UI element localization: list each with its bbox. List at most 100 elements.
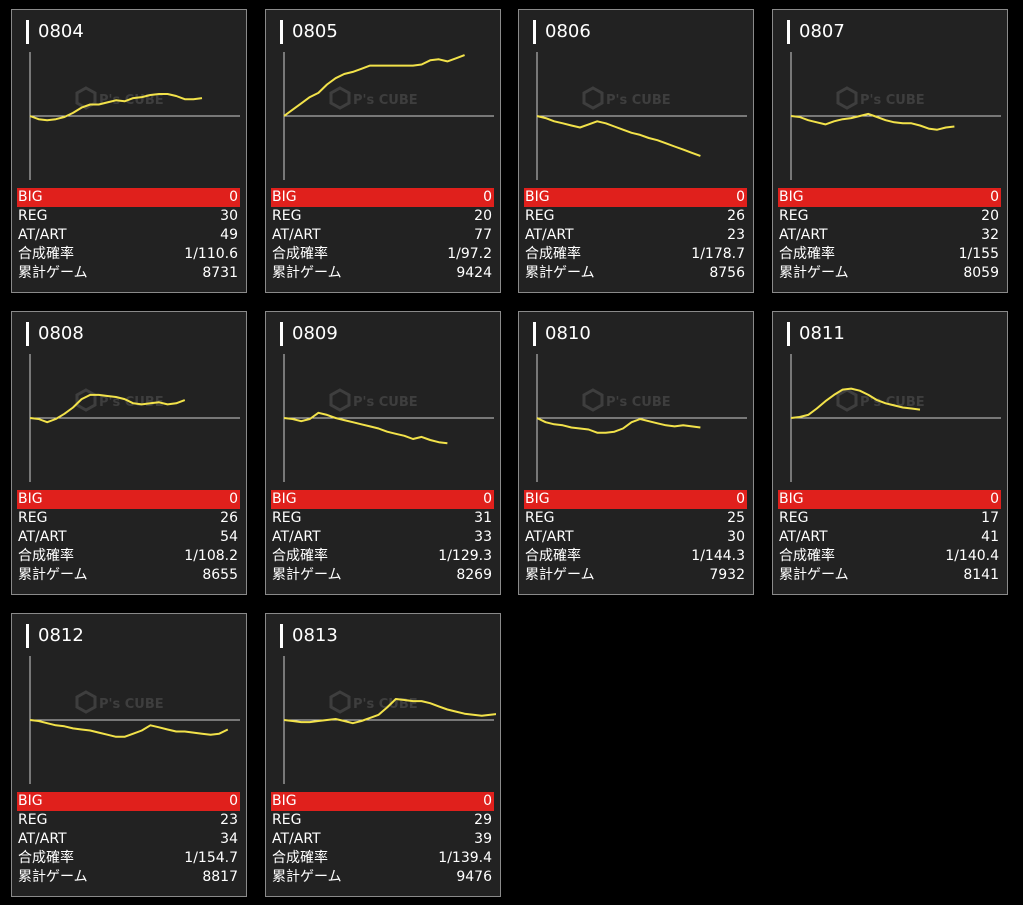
reg-value: 17: [981, 510, 999, 526]
stats-table: BIG 0 REG 20 AT/ART 32 合成確率 1/155 累計ゲーム 8059: [778, 188, 1001, 283]
prob-value: 1/110.6: [184, 246, 238, 262]
slump-line: [283, 411, 448, 445]
atart-row: AT/ART 23: [524, 226, 747, 245]
atart-row: AT/ART 54: [17, 528, 240, 547]
cube-icon: [329, 86, 351, 110]
machine-number: 0811: [787, 322, 845, 346]
big-label: BIG: [272, 491, 297, 507]
atart-row: AT/ART 32: [778, 226, 1001, 245]
machine-card-0810[interactable]: 0810 P's CUBE BIG 0 REG 25 AT/ART 30 合成確率 1/144.3…: [518, 311, 754, 595]
big-row: BIG 0: [271, 792, 494, 811]
big-row: BIG 0: [271, 490, 494, 509]
watermark-logo: P's CUBE: [75, 690, 164, 714]
total-games-row: 累計ゲーム 8141: [778, 566, 1001, 585]
prob-value: 1/129.3: [438, 548, 492, 564]
total-games-row: 累計ゲーム 9424: [271, 264, 494, 283]
cube-icon: [582, 388, 604, 412]
atart-row: AT/ART 49: [17, 226, 240, 245]
big-row: BIG 0: [524, 188, 747, 207]
probability-row: 合成確率 1/108.2: [17, 547, 240, 566]
games-label: 累計ゲーム: [18, 869, 88, 885]
prob-value: 1/108.2: [184, 548, 238, 564]
games-value: 8141: [963, 567, 999, 583]
watermark-brand: P's CUBE: [353, 93, 418, 108]
games-value: 8756: [709, 265, 745, 281]
cube-icon: [75, 690, 97, 714]
reg-label: REG: [779, 510, 809, 526]
big-value: 0: [990, 491, 999, 507]
slump-graph: P's CUBE: [790, 354, 1001, 482]
big-value: 0: [990, 189, 999, 205]
watermark-brand: P's CUBE: [606, 395, 671, 410]
atart-row: AT/ART 41: [778, 528, 1001, 547]
stats-table: BIG 0 REG 20 AT/ART 77 合成確率 1/97.2 累計ゲーム 9424: [271, 188, 494, 283]
stats-table: BIG 0 REG 31 AT/ART 33 合成確率 1/129.3 累計ゲーム 8269: [271, 490, 494, 585]
atart-label: AT/ART: [525, 227, 574, 243]
machine-number: 0804: [26, 20, 84, 44]
stats-table: BIG 0 REG 26 AT/ART 23 合成確率 1/178.7 累計ゲーム 8756: [524, 188, 747, 283]
big-label: BIG: [779, 491, 804, 507]
machine-number: 0810: [533, 322, 591, 346]
cube-icon: [329, 388, 351, 412]
total-games-row: 累計ゲーム 8817: [17, 868, 240, 887]
games-label: 累計ゲーム: [779, 265, 849, 281]
atart-label: AT/ART: [18, 227, 67, 243]
reg-row: REG 17: [778, 509, 1001, 528]
total-games-row: 累計ゲーム 8059: [778, 264, 1001, 283]
machine-number: 0805: [280, 20, 338, 44]
machine-card-0805[interactable]: 0805 P's CUBE BIG 0 REG 20 AT/ART 77 合成確率 1/97.2 累…: [265, 9, 501, 293]
games-label: 累計ゲーム: [525, 265, 595, 281]
reg-row: REG 31: [271, 509, 494, 528]
reg-label: REG: [18, 510, 48, 526]
games-label: 累計ゲーム: [18, 265, 88, 281]
watermark-logo: P's CUBE: [582, 86, 671, 110]
prob-label: 合成確率: [18, 850, 74, 866]
machine-card-0811[interactable]: 0811 P's CUBE BIG 0 REG 17 AT/ART 41 合成確率 1/140.4…: [772, 311, 1008, 595]
prob-label: 合成確率: [525, 548, 581, 564]
cube-icon: [329, 690, 351, 714]
slump-graph: P's CUBE: [283, 52, 494, 180]
games-label: 累計ゲーム: [18, 567, 88, 583]
prob-value: 1/140.4: [945, 548, 999, 564]
stats-table: BIG 0 REG 23 AT/ART 34 合成確率 1/154.7 累計ゲーム 8817: [17, 792, 240, 887]
prob-label: 合成確率: [779, 548, 835, 564]
machine-card-0812[interactable]: 0812 P's CUBE BIG 0 REG 23 AT/ART 34 合成確率 1/154.7…: [11, 613, 247, 897]
machine-card-0813[interactable]: 0813 P's CUBE BIG 0 REG 29 AT/ART 39 合成確率 1/139.4…: [265, 613, 501, 897]
reg-label: REG: [18, 208, 48, 224]
total-games-row: 累計ゲーム 8655: [17, 566, 240, 585]
machine-number: 0813: [280, 624, 338, 648]
machine-number: 0808: [26, 322, 84, 346]
probability-row: 合成確率 1/155: [778, 245, 1001, 264]
slump-graph: P's CUBE: [283, 354, 494, 482]
atart-value: 23: [727, 227, 745, 243]
machine-card-0807[interactable]: 0807 P's CUBE BIG 0 REG 20 AT/ART 32 合成確率 1/155 累計…: [772, 9, 1008, 293]
reg-value: 20: [981, 208, 999, 224]
reg-value: 25: [727, 510, 745, 526]
slump-graph: P's CUBE: [536, 354, 747, 482]
reg-value: 20: [474, 208, 492, 224]
machine-card-0806[interactable]: 0806 P's CUBE BIG 0 REG 26 AT/ART 23 合成確率 1/178.7…: [518, 9, 754, 293]
atart-value: 49: [220, 227, 238, 243]
machine-card-0809[interactable]: 0809 P's CUBE BIG 0 REG 31 AT/ART 33 合成確率 1/129.3…: [265, 311, 501, 595]
machine-number: 0806: [533, 20, 591, 44]
atart-row: AT/ART 39: [271, 830, 494, 849]
machine-card-0804[interactable]: 0804 P's CUBE BIG 0 REG 30 AT/ART 49 合成確率 1/110.6…: [11, 9, 247, 293]
atart-label: AT/ART: [272, 227, 321, 243]
big-row: BIG 0: [524, 490, 747, 509]
reg-value: 26: [220, 510, 238, 526]
games-label: 累計ゲーム: [272, 265, 342, 281]
machine-card-0808[interactable]: 0808 P's CUBE BIG 0 REG 26 AT/ART 54 合成確率 1/108.2…: [11, 311, 247, 595]
atart-label: AT/ART: [779, 227, 828, 243]
slump-line: [283, 698, 496, 725]
reg-label: REG: [18, 812, 48, 828]
games-value: 9424: [456, 265, 492, 281]
games-value: 8817: [202, 869, 238, 885]
prob-value: 1/154.7: [184, 850, 238, 866]
probability-row: 合成確率 1/129.3: [271, 547, 494, 566]
reg-label: REG: [525, 510, 555, 526]
reg-label: REG: [272, 812, 302, 828]
atart-label: AT/ART: [525, 529, 574, 545]
prob-value: 1/144.3: [691, 548, 745, 564]
watermark-brand: P's CUBE: [353, 697, 418, 712]
atart-value: 41: [981, 529, 999, 545]
